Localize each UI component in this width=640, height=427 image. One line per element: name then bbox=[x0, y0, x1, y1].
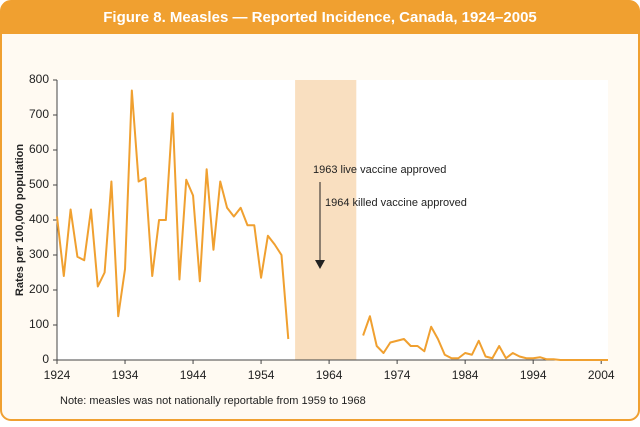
annotation-arrowhead bbox=[315, 260, 325, 269]
y-tick-label: 200 bbox=[29, 282, 49, 296]
y-tick-label: 600 bbox=[29, 142, 49, 156]
data-line bbox=[56, 89, 608, 361]
x-tick-label: 1994 bbox=[520, 368, 547, 382]
y-tick-label: 0 bbox=[42, 352, 49, 366]
x-tick-label: 1934 bbox=[112, 368, 139, 382]
chart-title: Figure 8. Measles — Reported Incidence, … bbox=[103, 9, 537, 26]
y-tick-label: 700 bbox=[29, 107, 49, 121]
x-tick-label: 1924 bbox=[44, 368, 71, 382]
y-tick-label: 100 bbox=[29, 317, 49, 331]
shaded-band bbox=[295, 80, 357, 360]
y-tick-label: 300 bbox=[29, 247, 49, 261]
x-tick-label: 1974 bbox=[384, 368, 411, 382]
x-tick-label: 1984 bbox=[452, 368, 479, 382]
y-tick-label: 800 bbox=[29, 72, 49, 86]
x-tick-label: 1954 bbox=[248, 368, 275, 382]
y-axis-label: Rates per 100,000 population bbox=[14, 144, 26, 296]
x-tick-label: 2004 bbox=[588, 368, 615, 382]
y-tick-label: 500 bbox=[29, 177, 49, 191]
x-tick-label: 1964 bbox=[316, 368, 343, 382]
annotation: 1964 killed vaccine approved bbox=[325, 197, 467, 209]
y-tick-label: 400 bbox=[29, 212, 49, 226]
x-tick-label: 1944 bbox=[180, 368, 207, 382]
title-bar bbox=[1, 1, 639, 34]
note: Note: measles was not nationally reporta… bbox=[60, 395, 366, 407]
annotation: 1963 live vaccine approved bbox=[313, 164, 446, 176]
